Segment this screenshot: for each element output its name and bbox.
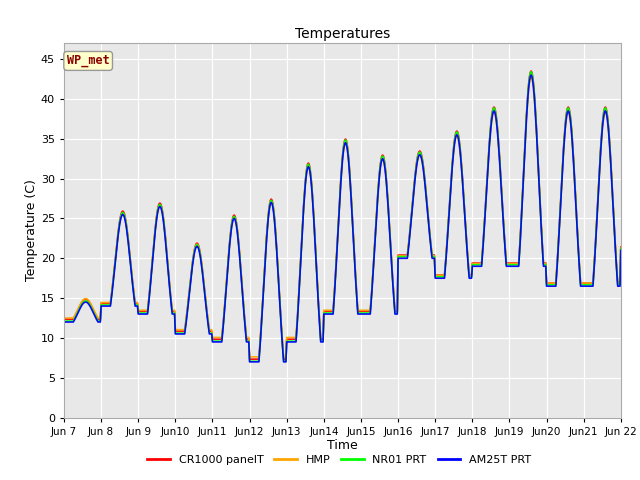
HMP	[389, 276, 397, 281]
NR01 PRT	[568, 124, 575, 130]
CR1000 panelT	[389, 276, 397, 281]
Title: Temperatures: Temperatures	[295, 27, 390, 41]
HMP	[206, 327, 214, 333]
CR1000 panelT	[527, 68, 535, 74]
NR01 PRT	[182, 318, 190, 324]
NR01 PRT	[527, 69, 535, 74]
HMP	[527, 74, 535, 80]
Line: CR1000 panelT: CR1000 panelT	[64, 71, 621, 359]
Legend: CR1000 panelT, HMP, NR01 PRT, AM25T PRT: CR1000 panelT, HMP, NR01 PRT, AM25T PRT	[143, 451, 536, 469]
CR1000 panelT	[246, 356, 253, 362]
Text: WP_met: WP_met	[67, 54, 109, 67]
CR1000 panelT	[60, 316, 68, 322]
Line: AM25T PRT: AM25T PRT	[64, 75, 621, 362]
NR01 PRT	[389, 277, 397, 283]
AM25T PRT	[246, 359, 253, 365]
AM25T PRT	[335, 219, 342, 225]
AM25T PRT	[568, 127, 575, 132]
CR1000 panelT	[568, 123, 575, 129]
AM25T PRT	[527, 72, 535, 78]
NR01 PRT	[60, 318, 68, 324]
HMP	[335, 217, 342, 223]
Line: HMP: HMP	[64, 77, 621, 357]
HMP	[568, 128, 575, 133]
Y-axis label: Temperature (C): Temperature (C)	[25, 180, 38, 281]
NR01 PRT	[246, 359, 253, 364]
HMP	[444, 232, 451, 238]
NR01 PRT	[617, 246, 625, 252]
HMP	[617, 245, 625, 251]
CR1000 panelT	[206, 328, 214, 334]
HMP	[60, 315, 68, 321]
AM25T PRT	[182, 319, 190, 325]
AM25T PRT	[444, 234, 451, 240]
Line: NR01 PRT: NR01 PRT	[64, 72, 621, 361]
CR1000 panelT	[444, 230, 451, 236]
AM25T PRT	[60, 319, 68, 325]
CR1000 panelT	[617, 244, 625, 250]
AM25T PRT	[389, 278, 397, 284]
NR01 PRT	[444, 232, 451, 238]
HMP	[246, 354, 253, 360]
CR1000 panelT	[182, 316, 190, 322]
NR01 PRT	[335, 217, 342, 223]
CR1000 panelT	[335, 216, 342, 221]
AM25T PRT	[206, 331, 214, 337]
NR01 PRT	[206, 330, 214, 336]
X-axis label: Time: Time	[327, 439, 358, 453]
HMP	[182, 315, 190, 321]
AM25T PRT	[617, 247, 625, 253]
